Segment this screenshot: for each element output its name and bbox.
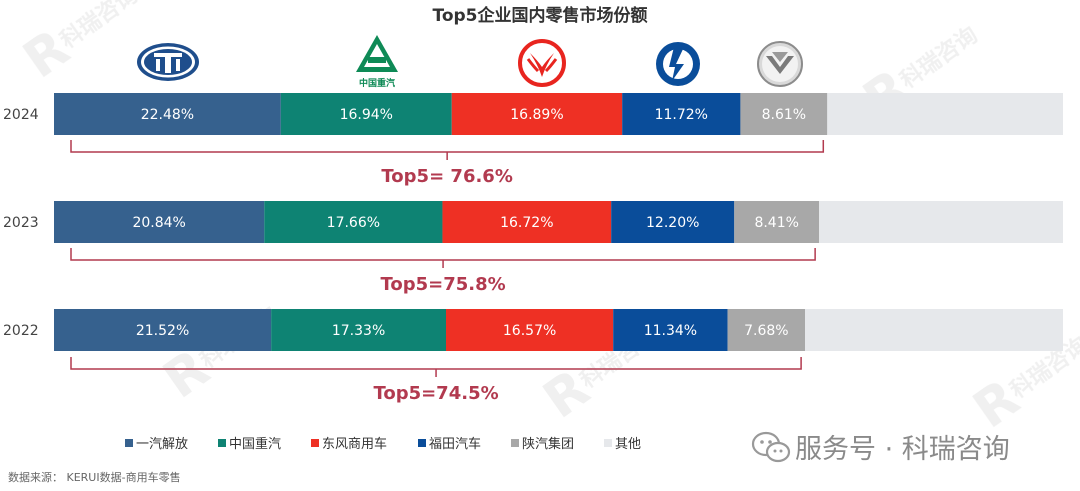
legend-label: 其他 (615, 437, 641, 452)
top5-total-label: Top5=75.8% (380, 274, 505, 295)
sinotruk-logo-text: 中国重汽 (359, 77, 395, 89)
chart-title: Top5企业国内零售市场份额 (432, 5, 647, 26)
bar-segment-0 (54, 93, 281, 135)
legend-swatch (511, 439, 519, 447)
legend-label: 一汽解放 (136, 437, 188, 452)
top5-bracket (70, 140, 825, 160)
bar-segment-5 (819, 201, 1063, 243)
sinotruk-logo: 中国重汽 (356, 35, 398, 89)
data-label: 8.61% (762, 107, 806, 123)
data-label: 16.89% (510, 107, 563, 123)
wechat-account-watermark: 服务号 · 科瑞咨询 (751, 431, 1010, 465)
bar-segment-1 (280, 93, 452, 135)
wechat-icon (751, 431, 791, 463)
data-label: 11.72% (655, 107, 708, 123)
bar-segment-2 (442, 201, 612, 243)
top5-bracket (70, 248, 816, 268)
data-label: 22.48% (141, 107, 194, 123)
bar-segment-4 (734, 201, 820, 243)
svg-text:科瑞咨询: 科瑞咨询 (896, 22, 983, 94)
bar-segment-3 (611, 201, 735, 243)
bar-segment-5 (805, 309, 1063, 351)
data-label: 16.57% (503, 323, 556, 339)
brand-logos: 中国重汽 (137, 35, 803, 89)
data-label: 17.33% (332, 323, 385, 339)
data-label: 11.34% (644, 323, 697, 339)
legend-label: 陕汽集团 (522, 436, 574, 452)
faw-logo (137, 43, 199, 81)
legend-label: 东风商用车 (322, 436, 387, 452)
data-label: 17.66% (327, 215, 380, 231)
legend: 一汽解放 中国重汽 东风商用车 福田汽车 陕汽集团 其他 (125, 436, 641, 452)
bar-segment-3 (622, 93, 741, 135)
bar-segment-1 (271, 309, 446, 351)
watermark-kr-logo: R 科瑞咨询 (13, 0, 143, 91)
bar-segment-1 (264, 201, 443, 243)
legend-swatch (604, 439, 612, 447)
svg-text:科瑞咨询: 科瑞咨询 (56, 0, 143, 54)
account-name: 服务号 · 科瑞咨询 (795, 434, 1010, 465)
bar-segment-2 (445, 309, 614, 351)
dongfeng-logo (518, 39, 566, 87)
top5-bracket (70, 357, 802, 377)
legend-swatch (125, 439, 133, 447)
bar-segment-4 (740, 93, 828, 135)
shacman-logo (757, 41, 803, 87)
category-label: 2023 (3, 215, 39, 231)
foton-logo (656, 42, 700, 86)
data-label: 20.84% (132, 215, 185, 231)
category-label: 2022 (3, 323, 39, 339)
data-label: 16.94% (340, 107, 393, 123)
top5-total-label: Top5=74.5% (373, 383, 498, 404)
bar-segment-5 (827, 93, 1063, 135)
bar-segment-0 (54, 309, 272, 351)
legend-swatch (218, 439, 226, 447)
source-note: 数据来源： KERUI数据-商用车零售 (8, 470, 181, 484)
legend-label: 中国重汽 (229, 436, 281, 452)
data-label: 21.52% (136, 323, 189, 339)
data-label: 7.68% (744, 323, 788, 339)
bar-segment-0 (54, 201, 265, 243)
legend-swatch (418, 439, 426, 447)
chart-body: 2024 22.48% 16.94% 16.89% 11.72% 8.61% Top5= 7… (3, 93, 1063, 404)
bar-segment-4 (727, 309, 806, 351)
category-label: 2024 (3, 107, 39, 123)
data-label: 8.41% (754, 215, 798, 231)
legend-swatch (311, 439, 319, 447)
legend-label: 福田汽车 (429, 436, 481, 452)
bar-segment-2 (451, 93, 623, 135)
top5-total-label: Top5= 76.6% (381, 166, 512, 187)
bar-segment-3 (613, 309, 728, 351)
data-label: 12.20% (646, 215, 699, 231)
data-label: 16.72% (500, 215, 553, 231)
